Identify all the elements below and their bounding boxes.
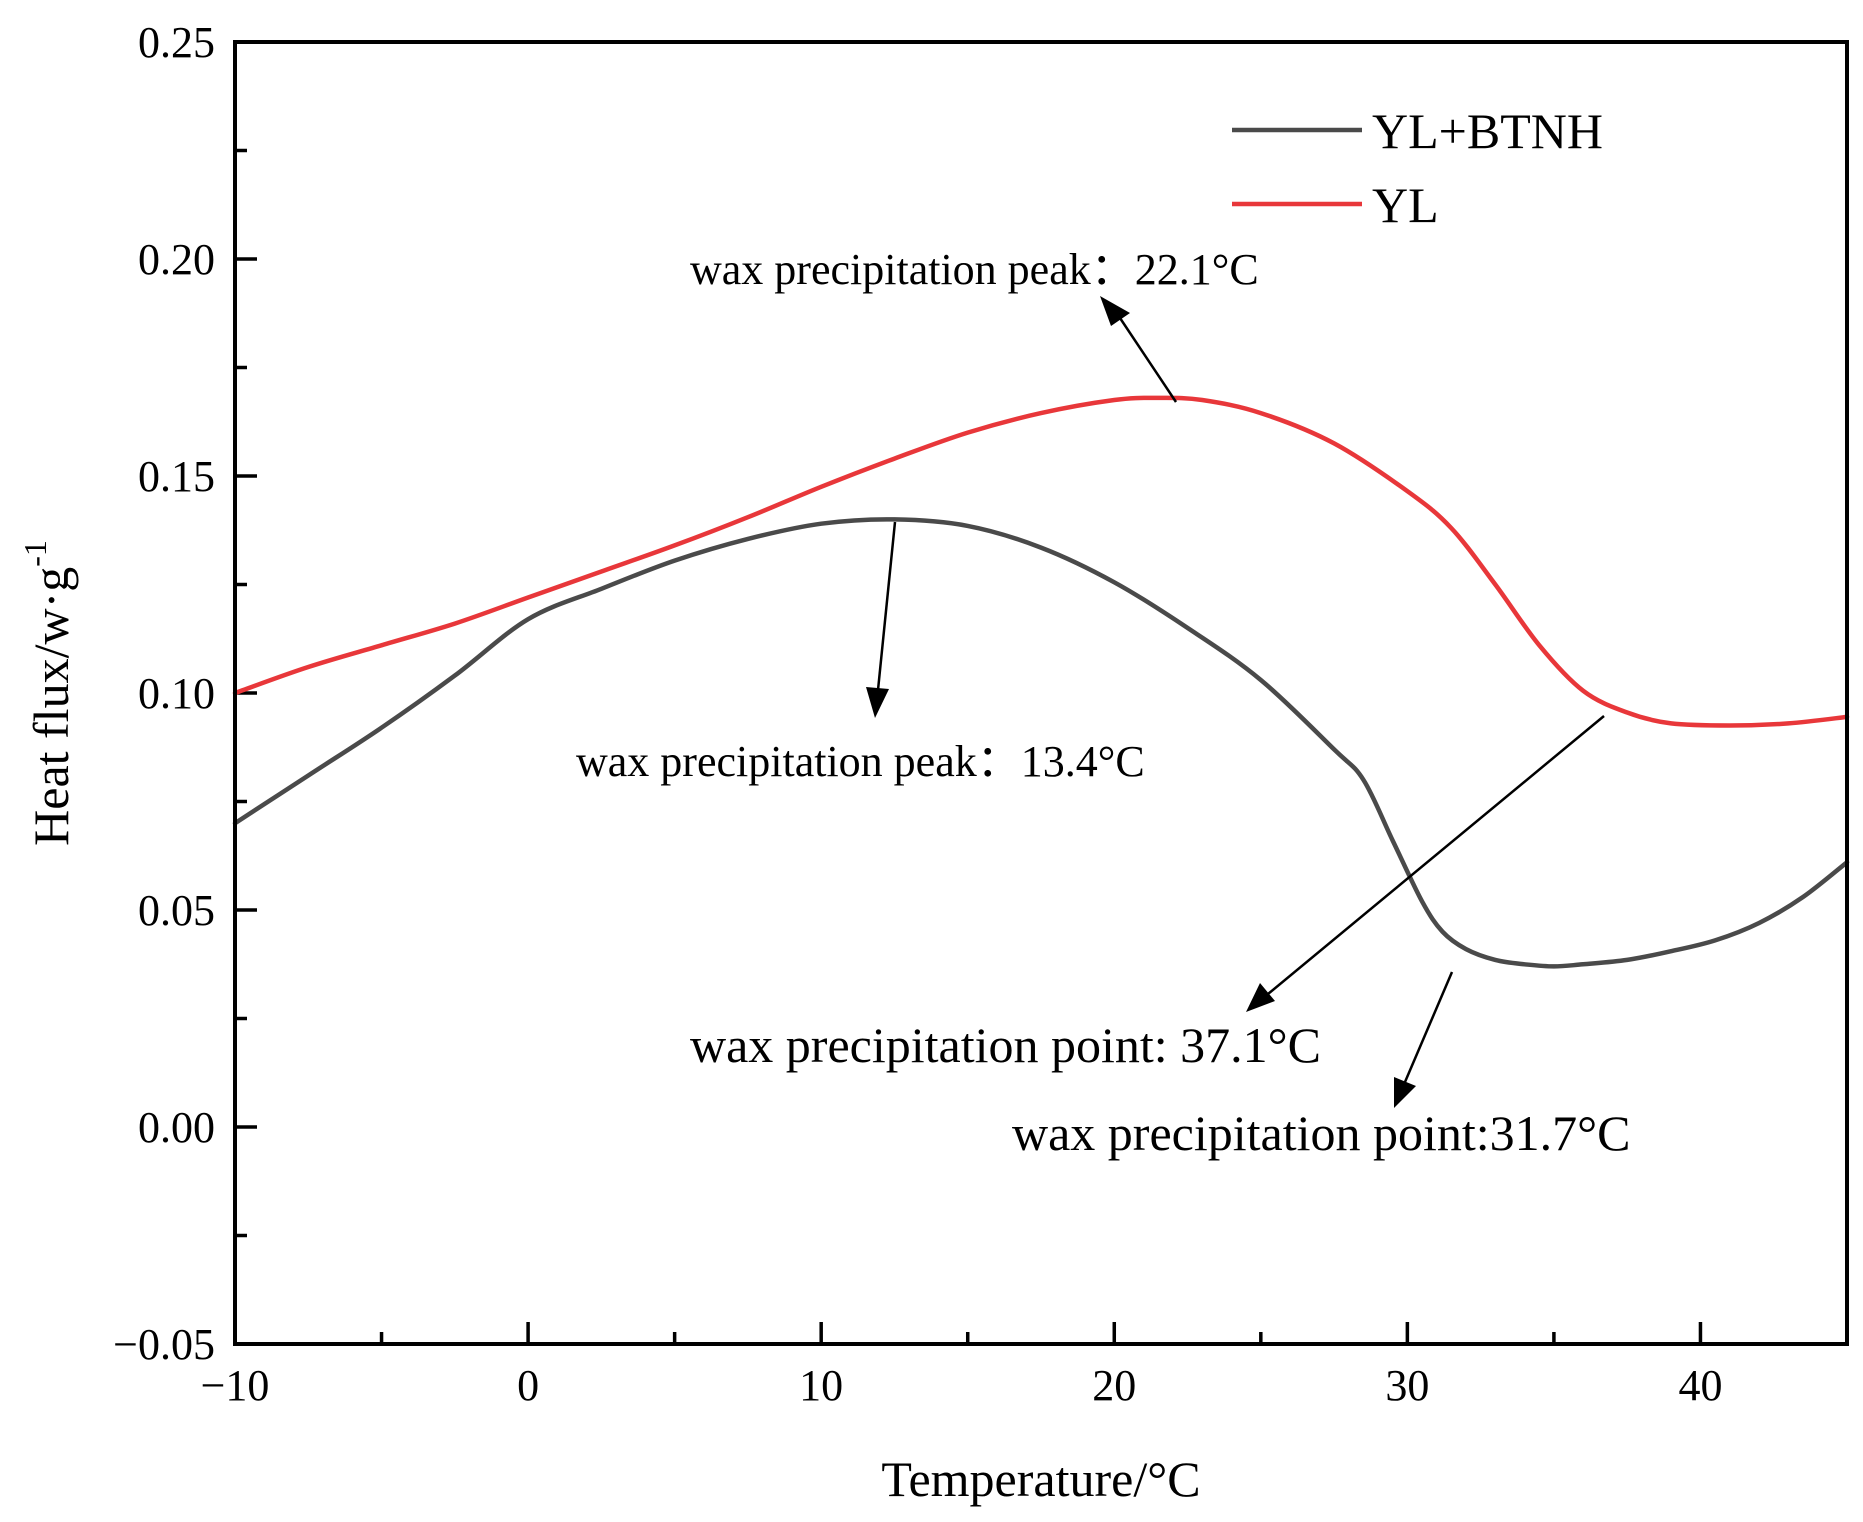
- x-tick-label: 40: [1678, 1361, 1722, 1410]
- plot-area: [232, 395, 1850, 969]
- series-line-yl: [232, 395, 1850, 728]
- x-tick-label: 0: [517, 1361, 539, 1410]
- annotation-yl-point: wax precipitation point: 37.1°C: [690, 1017, 1321, 1073]
- arrow-btnh-peak: [866, 521, 897, 718]
- y-tick-label: 0.05: [138, 886, 215, 935]
- x-tick-label: 30: [1385, 1361, 1429, 1410]
- annotation-btnh-point: wax precipitation point:31.7°C: [1012, 1105, 1631, 1161]
- plot-frame: [233, 40, 1849, 1346]
- y-axis-label-sup: -1: [17, 540, 53, 567]
- x-tick-label: −10: [201, 1361, 270, 1410]
- arrow-btnh-point: [1394, 971, 1454, 1108]
- arrow-yl-point: [1246, 715, 1605, 1012]
- y-axis-label-main: Heat flux/w·g: [23, 567, 79, 846]
- axis-tick-labels: −10 0 10 20 30 40 −0.05 0.00 0.05 0.10 0.15 0.20 0.2…: [113, 18, 1722, 1410]
- y-tick-label: 0.20: [138, 235, 215, 284]
- svg-text:Heat flux/w·g-1: Heat flux/w·g-1: [17, 540, 79, 846]
- legend-label-yl-btnh: YL+BTNH: [1372, 103, 1603, 159]
- x-tick-label: 20: [1092, 1361, 1136, 1410]
- arrow-yl-peak: [1100, 296, 1178, 403]
- y-tick-label: 0.10: [138, 669, 215, 718]
- y-tick-label: 0.00: [138, 1103, 215, 1152]
- annotation-btnh-peak: wax precipitation peak：13.4°C: [576, 737, 1145, 786]
- x-axis-label: Temperature/°C: [881, 1451, 1200, 1507]
- legend-label-yl: YL: [1372, 177, 1439, 233]
- y-tick-label: −0.05: [113, 1320, 215, 1369]
- x-tick-label: 10: [799, 1361, 843, 1410]
- y-tick-label: 0.25: [138, 18, 215, 67]
- annotations: wax precipitation peak：22.1°C wax precip…: [576, 245, 1631, 1161]
- annotation-yl-peak: wax precipitation peak：22.1°C: [690, 245, 1259, 294]
- y-axis-label: Heat flux/w·g-1: [17, 540, 79, 846]
- legend: YL+BTNH YL: [1232, 103, 1603, 233]
- series-line-yl-btnh: [232, 517, 1850, 969]
- y-tick-label: 0.15: [138, 452, 215, 501]
